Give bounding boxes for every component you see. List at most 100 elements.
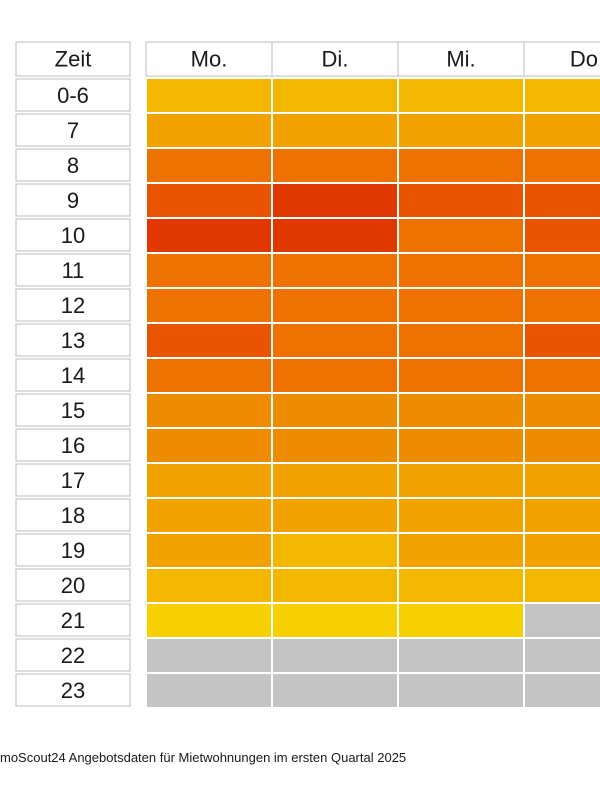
heatmap-cell (523, 392, 600, 429)
row-header-label: 12 (61, 293, 85, 318)
heatmap-cell (145, 637, 273, 674)
heatmap-cell (397, 427, 525, 464)
heatmap-chart: Zeit Mo. Di. Mi. Do. 0-6 7 8 9 10 11 12 13 14 15 16 17 18… (15, 41, 600, 709)
heatmap-cell (145, 112, 273, 149)
column-header-label: Do. (570, 47, 600, 72)
heatmap-cell (271, 322, 399, 359)
row-header-label: 23 (61, 678, 85, 703)
heatmap-cell (271, 567, 399, 604)
column-header-box (271, 41, 399, 77)
heatmap-cell (271, 602, 399, 639)
heatmap-cell (397, 497, 525, 534)
row-header-label: 18 (61, 503, 85, 528)
column-header-box (145, 41, 273, 77)
heatmap-cell (397, 77, 525, 114)
source-footnote: moScout24 Angebotsdaten für Mietwohnunge… (0, 750, 407, 765)
heatmap-cell (145, 497, 273, 534)
heatmap-cell (145, 182, 273, 219)
heatmap-cell (523, 497, 600, 534)
column-header-label: Mi. (446, 47, 475, 72)
heatmap-cell (397, 532, 525, 569)
row-header-label: 17 (61, 468, 85, 493)
heatmap-cell (271, 182, 399, 219)
row-header-label: 11 (62, 258, 85, 283)
row-header-label: 7 (67, 118, 79, 143)
row-header-box (15, 463, 131, 497)
row-header-box (15, 323, 131, 357)
heatmap-cell (523, 252, 600, 289)
heatmap-cell (523, 672, 600, 709)
heatmap-cell (145, 217, 273, 254)
heatmap-cell (523, 532, 600, 569)
heatmap-cell (523, 602, 600, 639)
column-header-box (523, 41, 600, 77)
heatmap-cell (397, 147, 525, 184)
heatmap-cell (145, 287, 273, 324)
heatmap-cell (523, 147, 600, 184)
row-header-label: 9 (67, 188, 79, 213)
row-header-box (15, 113, 131, 147)
heatmap-cell (145, 427, 273, 464)
row-header-box (15, 673, 131, 707)
row-header-label: 13 (61, 328, 85, 353)
row-header-label: 20 (61, 573, 85, 598)
row-header-box (15, 603, 131, 637)
heatmap-cell (145, 602, 273, 639)
row-header-label: 0-6 (57, 83, 89, 108)
row-header-box (15, 148, 131, 182)
heatmap-cell (271, 392, 399, 429)
heatmap-cell (397, 392, 525, 429)
heatmap-cell (397, 602, 525, 639)
row-header-box (15, 428, 131, 462)
heatmap-cell (523, 217, 600, 254)
heatmap-cell (523, 287, 600, 324)
heatmap-cell (523, 637, 600, 674)
heatmap-cell (397, 182, 525, 219)
heatmap-cell (271, 462, 399, 499)
heatmap-cell (271, 217, 399, 254)
heatmap-cell (523, 112, 600, 149)
heatmap-cell (271, 77, 399, 114)
heatmap-cell (145, 77, 273, 114)
heatmap-cell (523, 427, 600, 464)
heatmap-cell (397, 567, 525, 604)
row-header-box (15, 78, 131, 112)
row-header-label: 19 (61, 538, 85, 563)
heatmap-cell (397, 672, 525, 709)
heatmap-cell (271, 497, 399, 534)
row-header-box (15, 568, 131, 602)
heatmap-cell (145, 322, 273, 359)
column-header-label: Di. (322, 47, 349, 72)
heatmap-cell (145, 462, 273, 499)
heatmap-cell (523, 357, 600, 394)
row-header-label: 10 (61, 223, 85, 248)
heatmap-cell (145, 392, 273, 429)
corner-header-label: Zeit (55, 47, 92, 72)
heatmap-cell (397, 357, 525, 394)
heatmap-cell (397, 252, 525, 289)
heatmap-cell (145, 532, 273, 569)
row-header-box (15, 358, 131, 392)
heatmap-cell (523, 462, 600, 499)
heatmap-cell (145, 567, 273, 604)
heatmap-cell (145, 357, 273, 394)
row-header-box (15, 183, 131, 217)
heatmap-cell (145, 252, 273, 289)
row-header-box (15, 498, 131, 532)
heatmap-cell (523, 322, 600, 359)
row-header-box (15, 393, 131, 427)
heatmap-cell (271, 112, 399, 149)
heatmap-cell (145, 147, 273, 184)
heatmap-cell (397, 322, 525, 359)
heatmap-cell (523, 567, 600, 604)
heatmap-cell (271, 287, 399, 324)
heatmap-cell (271, 672, 399, 709)
heatmap-cell (271, 147, 399, 184)
row-header-box (15, 253, 131, 287)
heatmap-cell (523, 77, 600, 114)
heatmap-cell (271, 357, 399, 394)
heatmap-cell (397, 462, 525, 499)
row-header-label: 8 (67, 153, 79, 178)
heatmap-cell (271, 532, 399, 569)
heatmap-cell (523, 182, 600, 219)
